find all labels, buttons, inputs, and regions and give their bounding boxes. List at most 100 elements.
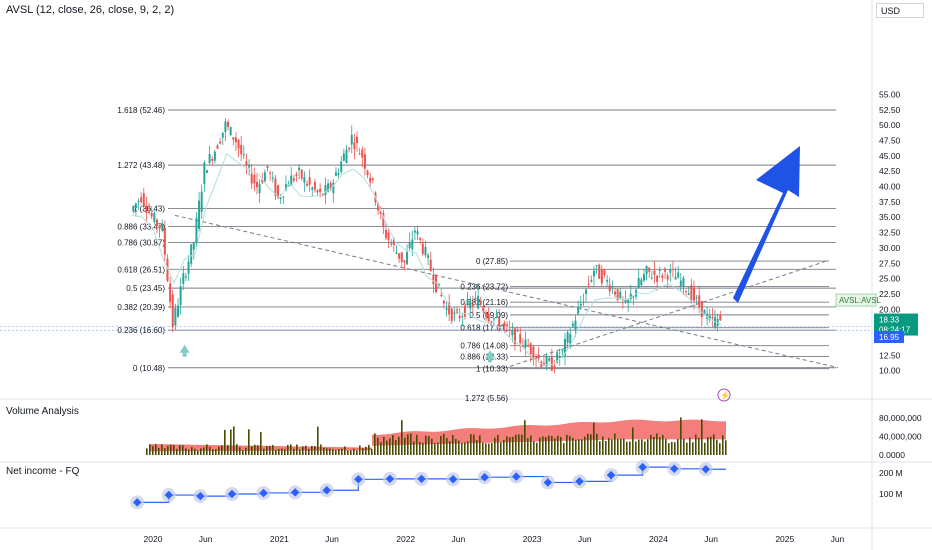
candle-body (566, 332, 569, 343)
candle-body (595, 265, 598, 267)
candle-body (695, 297, 698, 299)
candle-body (171, 294, 174, 328)
candle-body (471, 303, 474, 307)
candle-body (413, 230, 416, 233)
candle-body (700, 301, 703, 317)
candle-body (290, 175, 293, 186)
candle-body (450, 308, 453, 322)
volume-bar (362, 448, 364, 455)
volume-bar (686, 442, 688, 455)
volume-bar (554, 438, 556, 455)
candle-body (679, 280, 682, 286)
fib-level-label: 0.236 (23.72) (460, 282, 508, 291)
fib-level-label: 0 (27.85) (476, 257, 508, 266)
volume-bar (695, 434, 697, 455)
volume-bar (320, 444, 322, 455)
candle-body (406, 251, 409, 265)
last-price-value: 18.33 (879, 316, 900, 325)
candle-body (263, 172, 266, 182)
netincome-pane-label[interactable]: Net income - FQ (6, 466, 80, 477)
stop-price-tag (874, 331, 904, 344)
candle-body (463, 305, 466, 317)
netincome-point (448, 475, 458, 484)
candle-body (155, 219, 158, 226)
buy-signal-arrow (484, 350, 495, 359)
candle-body (527, 345, 530, 347)
volume-bar (491, 443, 493, 455)
x-tick-label: 2024 (649, 534, 668, 544)
x-tick-label: Jun (831, 534, 845, 544)
volume-bar (701, 419, 703, 455)
volume-bar (200, 448, 202, 455)
candle-body (184, 276, 187, 278)
volume-bar (632, 427, 634, 455)
candle-body (419, 237, 422, 240)
candle-body (279, 197, 282, 200)
volume-bar (176, 448, 178, 455)
candle-body (284, 184, 287, 191)
volume-bar (212, 449, 214, 455)
chart-title[interactable]: AVSL (12, close, 26, close, 9, 2, 2) (6, 4, 175, 16)
volume-bar (185, 448, 187, 455)
candle-body (658, 269, 661, 271)
candle-body (319, 188, 322, 193)
fib-level-label: 0.382 (21.16) (460, 298, 508, 307)
candle-body (550, 356, 553, 371)
volume-bar (359, 445, 361, 455)
volume-bar (287, 444, 289, 455)
candle-body (195, 217, 198, 243)
volume-bar (578, 439, 580, 455)
candle-body (282, 196, 285, 198)
volume-bar (281, 448, 283, 455)
y-tick-label: 55.00 (879, 89, 901, 99)
candle-body (179, 286, 182, 306)
volume-bar (293, 448, 295, 455)
volume-bar (680, 417, 682, 455)
candle-body (303, 177, 306, 183)
fib-level-label: 0.236 (16.60) (117, 326, 165, 335)
candle-body (432, 274, 435, 285)
candle-body (216, 145, 219, 149)
candle-body (511, 329, 514, 336)
candle-body (603, 269, 606, 275)
volume-pane-label[interactable]: Volume Analysis (6, 406, 79, 417)
volume-bar (638, 439, 640, 455)
netincome-point (132, 498, 142, 507)
volume-bar (311, 445, 313, 455)
candle-body (377, 202, 380, 211)
candle-body (490, 321, 493, 323)
volume-bar (473, 434, 475, 455)
y-tick-label: 52.50 (879, 105, 901, 115)
volume-bar (440, 435, 442, 455)
y-tick-label: 12.50 (879, 350, 901, 360)
candle-body (711, 317, 714, 319)
candle-body (548, 358, 551, 361)
candle-body (692, 287, 695, 301)
candle-body (306, 183, 309, 186)
x-tick-label: 2025 (775, 534, 794, 544)
volume-bar (419, 442, 421, 455)
candle-body (174, 308, 177, 326)
volume-bar (596, 433, 598, 455)
volume-bar (197, 450, 199, 455)
candle-body (277, 185, 280, 198)
volume-bar (590, 434, 592, 455)
candle-body (245, 161, 248, 166)
volume-bar (371, 449, 373, 455)
volume-bar (569, 435, 571, 455)
volume-bar (437, 442, 439, 455)
volume-bar (494, 437, 496, 455)
candle-body (485, 312, 488, 317)
candle-body (442, 300, 445, 304)
volume-bar (470, 434, 472, 455)
fib-level-label: 0.886 (33.47) (117, 223, 165, 232)
volume-bar (704, 442, 706, 455)
netincome-point (417, 474, 426, 484)
volume-bar (347, 450, 349, 455)
volume-bar (539, 437, 541, 455)
currency-selector[interactable]: USD (876, 3, 924, 18)
candle-body (274, 178, 277, 196)
volume-bar (275, 449, 277, 455)
netincome-point (480, 472, 489, 482)
